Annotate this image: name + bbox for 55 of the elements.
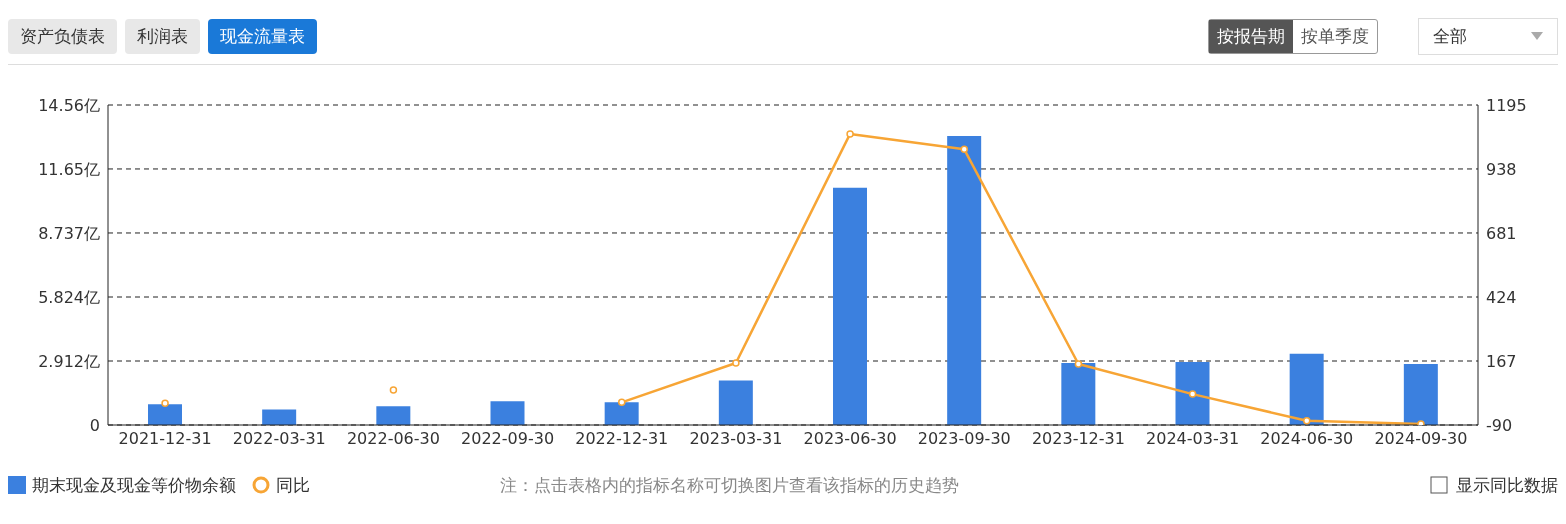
point	[1074, 360, 1083, 368]
point	[960, 145, 968, 154]
x-tick-label: 2022-09-30	[461, 429, 555, 449]
y-tick-label: 8.737亿	[38, 223, 100, 243]
y-tick-label: 2.912亿	[38, 351, 100, 371]
text: 显示同比数据	[1455, 473, 1558, 497]
y-tick-label: 11.65亿	[38, 159, 100, 179]
x-tick-label: 2023-06-30	[803, 429, 897, 449]
bar	[1403, 364, 1438, 425]
x-tick-label: 2022-03-31	[232, 429, 326, 449]
bar	[833, 187, 867, 425]
x-tick-label: 2024-06-30	[1260, 429, 1354, 449]
bar	[604, 402, 639, 425]
y2-tick-label: 167	[1486, 351, 1517, 371]
y-tick-label: 5.824亿	[38, 287, 100, 307]
text: 注：点击表格内的指标名称可切换图片查看该指标的历史趋势	[500, 473, 959, 497]
bar	[376, 406, 411, 425]
bar	[947, 135, 982, 425]
point	[732, 359, 740, 367]
x-tick-label: 2024-03-31	[1146, 429, 1240, 449]
point	[618, 398, 626, 407]
point	[389, 386, 398, 394]
y2-tick-label: 681	[1486, 223, 1517, 243]
bar	[1175, 361, 1210, 425]
point	[161, 399, 169, 408]
bar	[1289, 353, 1324, 425]
x-tick-label: 2023-12-31	[1031, 429, 1125, 449]
point	[846, 130, 854, 138]
y2-tick-label: -90	[1486, 415, 1513, 435]
x-tick-label: 2024-09-30	[1374, 429, 1468, 449]
y-tick-label: 0	[89, 415, 100, 435]
point	[1303, 417, 1311, 425]
text: 按单季度	[1300, 24, 1370, 48]
point	[1188, 390, 1197, 398]
text: 资产负债表	[8, 18, 117, 54]
x-tick-label: 2023-03-31	[689, 429, 783, 449]
x-tick-label: 2023-09-30	[917, 429, 1011, 449]
bar	[262, 409, 297, 425]
y2-tick-label: 1195	[1486, 95, 1527, 115]
text: 按报告期	[1209, 19, 1293, 53]
text: 现金流量表	[208, 18, 317, 54]
text: 利润表	[125, 18, 200, 54]
y2-tick-label: 424	[1486, 287, 1517, 307]
bar	[718, 380, 753, 425]
y2-tick-label: 938	[1486, 159, 1517, 179]
bar	[148, 404, 182, 425]
x-tick-label: 2021-12-31	[118, 429, 212, 449]
x-tick-label: 2022-06-30	[346, 429, 440, 449]
legend-label: 期末现金及现金等价物余额	[31, 473, 236, 497]
y-tick-label: 14.56亿	[38, 95, 100, 115]
x-tick-label: 2022-12-31	[575, 429, 669, 449]
bar	[1061, 363, 1096, 425]
text: 全部	[1418, 17, 1558, 55]
legend-label: 同比	[275, 473, 310, 497]
bar	[490, 401, 525, 425]
